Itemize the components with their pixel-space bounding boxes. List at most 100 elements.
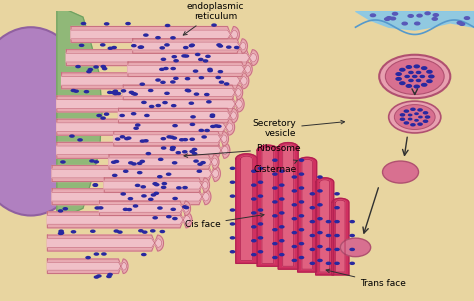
- Circle shape: [189, 101, 194, 105]
- Circle shape: [170, 146, 176, 149]
- Circle shape: [229, 181, 235, 184]
- Polygon shape: [62, 76, 247, 85]
- Circle shape: [190, 115, 196, 119]
- Circle shape: [155, 36, 161, 39]
- Circle shape: [334, 262, 340, 265]
- Circle shape: [292, 175, 297, 179]
- Circle shape: [172, 136, 177, 140]
- Circle shape: [165, 24, 171, 27]
- Circle shape: [123, 208, 128, 211]
- Circle shape: [299, 158, 304, 162]
- Circle shape: [272, 214, 278, 218]
- Circle shape: [464, 16, 470, 20]
- Circle shape: [299, 228, 304, 231]
- Circle shape: [279, 183, 284, 187]
- Circle shape: [121, 89, 127, 93]
- Circle shape: [175, 151, 181, 154]
- Circle shape: [108, 47, 113, 50]
- Circle shape: [395, 72, 402, 76]
- Polygon shape: [356, 11, 474, 30]
- Circle shape: [406, 84, 412, 88]
- Circle shape: [176, 186, 182, 190]
- Circle shape: [154, 183, 160, 186]
- Circle shape: [251, 183, 257, 187]
- Circle shape: [138, 45, 144, 49]
- Circle shape: [410, 107, 416, 111]
- Circle shape: [310, 192, 315, 196]
- Circle shape: [317, 259, 323, 262]
- Circle shape: [395, 77, 402, 81]
- Circle shape: [390, 17, 396, 20]
- Circle shape: [83, 90, 89, 93]
- Polygon shape: [278, 143, 298, 269]
- Circle shape: [155, 104, 161, 107]
- Circle shape: [143, 139, 149, 142]
- Circle shape: [385, 58, 444, 95]
- Circle shape: [292, 245, 297, 248]
- Circle shape: [151, 193, 156, 197]
- Text: Ribosome: Ribosome: [184, 144, 301, 157]
- Circle shape: [162, 101, 168, 104]
- Polygon shape: [57, 123, 233, 132]
- Circle shape: [224, 82, 229, 86]
- Polygon shape: [71, 30, 237, 39]
- Circle shape: [154, 192, 159, 195]
- Circle shape: [182, 205, 188, 209]
- Circle shape: [86, 70, 92, 73]
- Circle shape: [272, 228, 278, 231]
- Circle shape: [112, 174, 118, 177]
- Polygon shape: [316, 178, 334, 275]
- Circle shape: [172, 161, 177, 165]
- Circle shape: [96, 114, 102, 117]
- Circle shape: [207, 68, 213, 71]
- Circle shape: [292, 189, 297, 193]
- Circle shape: [317, 245, 323, 248]
- Circle shape: [317, 189, 323, 193]
- Circle shape: [408, 71, 414, 74]
- Circle shape: [124, 137, 130, 140]
- Text: Secretory
vesicle: Secretory vesicle: [253, 119, 345, 138]
- Circle shape: [166, 135, 172, 138]
- Circle shape: [310, 206, 315, 209]
- Circle shape: [183, 46, 189, 49]
- Polygon shape: [123, 88, 241, 96]
- Circle shape: [408, 118, 412, 120]
- Circle shape: [379, 55, 450, 98]
- Circle shape: [149, 105, 155, 108]
- Circle shape: [169, 135, 175, 139]
- Circle shape: [258, 181, 264, 184]
- Circle shape: [310, 234, 315, 237]
- Circle shape: [408, 113, 412, 116]
- Circle shape: [195, 53, 201, 56]
- Circle shape: [198, 58, 204, 61]
- Circle shape: [197, 169, 202, 173]
- Circle shape: [229, 250, 235, 253]
- Circle shape: [431, 17, 438, 21]
- Circle shape: [189, 150, 195, 153]
- Polygon shape: [100, 204, 189, 212]
- Circle shape: [413, 85, 420, 88]
- Circle shape: [58, 209, 64, 213]
- Circle shape: [413, 64, 420, 68]
- Circle shape: [141, 194, 147, 198]
- Circle shape: [139, 82, 145, 86]
- Polygon shape: [133, 42, 246, 50]
- Polygon shape: [57, 5, 102, 220]
- Circle shape: [229, 222, 235, 226]
- Circle shape: [157, 206, 163, 210]
- Polygon shape: [47, 235, 164, 251]
- Circle shape: [182, 138, 188, 141]
- Circle shape: [419, 75, 425, 78]
- Circle shape: [310, 220, 315, 223]
- Circle shape: [140, 139, 146, 143]
- Circle shape: [142, 230, 147, 234]
- Circle shape: [407, 14, 414, 18]
- Circle shape: [258, 236, 264, 240]
- Circle shape: [251, 211, 257, 215]
- Circle shape: [210, 115, 215, 118]
- Circle shape: [94, 206, 100, 210]
- Circle shape: [113, 92, 118, 95]
- Circle shape: [110, 91, 116, 94]
- Text: Cisternae: Cisternae: [253, 160, 297, 174]
- Circle shape: [370, 13, 376, 17]
